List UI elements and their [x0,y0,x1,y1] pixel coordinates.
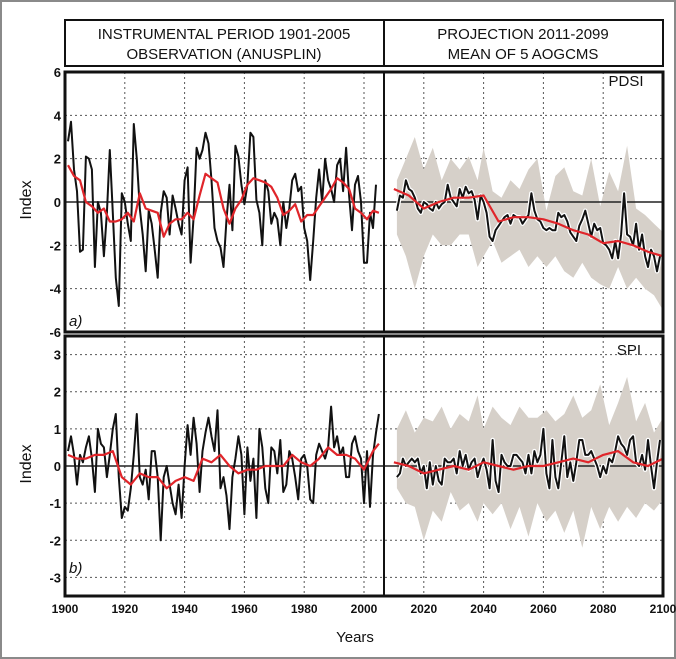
xtick-label: 1980 [291,602,318,616]
header-right-line1: PROJECTION 2011-2099 [437,26,608,43]
xtick-label: 2060 [530,602,557,616]
spi-ytick-label: -2 [49,533,61,548]
spi-ytick-label: -1 [49,496,61,511]
spi-ytick-label: 0 [54,459,61,474]
pdsi-projection-smoothed-line [393,187,664,258]
pdsi-projection-line [395,179,661,273]
pdsi-observed-smoothed-line [67,164,380,238]
panel-b-spi: 3 2 1 0 -1 -2 -3 1900 1920 1940 1960 1980 2000 2020 20… [49,334,676,616]
pdsi-observed-line [67,120,377,307]
spi-observed-line [67,405,380,542]
xtick-label: 2040 [470,602,497,616]
spi-projection-smoothed-line [393,450,664,475]
pdsi-ytick-label: -4 [49,282,61,297]
header-left-line1: INSTRUMENTAL PERIOD 1901-2005 [98,26,351,43]
spi-projection-line [396,427,661,493]
spi-ytick-label: 2 [54,385,61,400]
pdsi-ytick-label: 6 [54,65,61,80]
xtick-label: 2100 [650,602,676,616]
pdsi-ytick-label: -2 [49,238,61,253]
panel-b-label: b) [69,560,82,577]
pdsi-frame-border [63,70,665,334]
xtick-label: 1920 [111,602,138,616]
panel-a-ylabel: Index [18,180,35,219]
panel-b-ylabel: Index [18,444,35,483]
spi-frame-border [63,334,665,598]
pdsi-ytick-label: -6 [49,325,61,340]
pdsi-envelope [396,137,663,311]
xtick-label: 1960 [231,602,258,616]
x-axis-label: Years [336,629,374,646]
xtick-label: 1940 [171,602,198,616]
pdsi-ytick-label: 2 [54,152,61,167]
panel-a-pdsi: 6 4 2 0 -2 -4 -6 [49,65,665,340]
xtick-label: 2020 [410,602,437,616]
header-left-line2: OBSERVATION (ANUSPLIN) [126,46,321,63]
xtick-label: 2080 [590,602,617,616]
header-box [64,19,664,67]
spi-ytick-label: 3 [54,348,61,363]
header-right-line2: MEAN OF 5 AOGCMS [448,46,599,63]
xtick-label: 1900 [52,602,79,616]
spi-label: SPI [617,342,641,359]
pdsi-ytick-label: 4 [54,108,62,123]
spi-observed-smoothed-line [67,443,380,490]
pdsi-label: PDSI [608,73,643,90]
spi-ytick-label: 1 [54,422,61,437]
panel-a-label: a) [69,313,82,330]
spi-ytick-label: -3 [49,570,61,585]
pdsi-ytick-label: 0 [54,195,61,210]
xtick-label: 2000 [351,602,378,616]
